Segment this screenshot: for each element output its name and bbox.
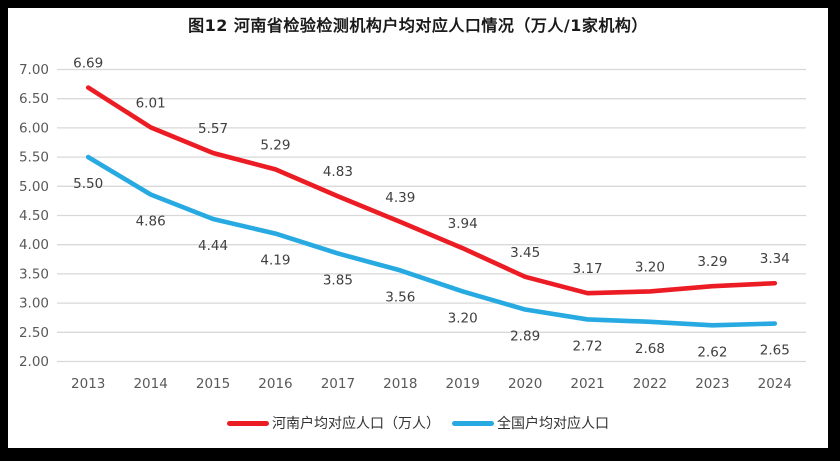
data-label: 4.44 [198,238,228,254]
data-label: 3.85 [323,272,353,288]
y-tick-label: 2.00 [19,354,49,370]
y-tick-label: 2.50 [19,325,49,341]
series-line-1 [85,154,778,328]
data-label: 4.19 [260,253,290,269]
y-tick-label: 7.00 [19,62,49,78]
x-tick-label: 2018 [383,376,417,392]
chart-svg: 7.00 6.50 6.00 5.50 5.00 4.50 4.00 3.50 3.00 2.50… [19,56,806,392]
x-tick-label: 2015 [196,376,230,392]
x-tick-label: 2022 [633,376,667,392]
data-label: 2.68 [635,341,665,357]
data-label: 3.94 [448,216,478,232]
series-line-0 [85,85,778,296]
data-label: 4.86 [136,213,166,229]
y-tick-label: 4.50 [19,208,49,224]
data-label: 3.29 [697,254,727,270]
legend-item-national: 全国户均对应人口 [452,413,609,433]
legend-line-icon-national [452,420,494,426]
y-tick-label: 3.50 [19,266,49,282]
x-tick-label: 2020 [508,376,542,392]
data-label: 6.69 [73,56,103,72]
data-label: 3.56 [385,289,415,305]
data-label: 2.89 [510,329,540,345]
legend-label-henan: 河南户均对应人口（万人） [272,416,440,432]
data-label: 6.01 [136,95,166,111]
data-label: 3.17 [573,261,603,277]
data-label: 2.62 [697,344,727,360]
data-label: 5.50 [73,176,103,192]
x-tick-label: 2014 [133,376,167,392]
legend: 河南户均对应人口（万人） 全国户均对应人口 [8,413,828,433]
data-label: 2.65 [760,343,790,359]
y-tick-label: 5.00 [19,179,49,195]
data-label: 3.20 [635,259,665,275]
y-tick-label: 5.50 [19,150,49,166]
x-tick-label: 2023 [695,376,729,392]
y-tick-label: 6.50 [19,91,49,107]
data-label: 4.83 [323,164,353,180]
data-label: 5.29 [260,137,290,153]
y-tick-label: 3.00 [19,296,49,312]
chart-area: 图12 河南省检验检测机构户均对应人口情况（万人/1家机构） 7.00 6.50 6… [8,8,828,448]
legend-item-henan: 河南户均对应人口（万人） [227,413,440,433]
data-label: 2.72 [573,338,603,354]
data-label: 3.45 [510,245,540,261]
x-tick-label: 2019 [446,376,480,392]
x-tick-label: 2017 [321,376,355,392]
y-tick-label: 4.00 [19,237,49,253]
chart-title: 图12 河南省检验检测机构户均对应人口情况（万人/1家机构） [188,16,648,35]
x-tick-label: 2024 [758,376,792,392]
legend-label-national: 全国户均对应人口 [497,416,609,432]
x-tick-label: 2013 [71,376,105,392]
legend-line-icon-henan [227,420,269,426]
x-tick-label: 2016 [258,376,292,392]
data-label: 3.34 [760,251,790,267]
data-label: 4.39 [385,190,415,206]
data-label: 5.57 [198,121,228,137]
y-tick-label: 6.00 [19,120,49,136]
x-tick-label: 2021 [570,376,604,392]
data-label: 3.20 [448,310,478,326]
